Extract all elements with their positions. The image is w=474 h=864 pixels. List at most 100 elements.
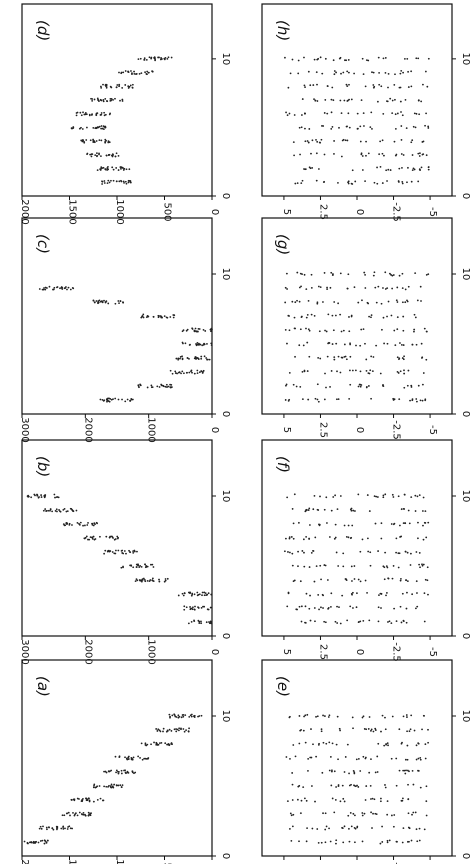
data-point bbox=[141, 315, 144, 317]
data-point bbox=[179, 357, 181, 360]
x-tick-label: 0 bbox=[460, 193, 471, 199]
data-point bbox=[424, 399, 427, 402]
data-point bbox=[88, 538, 91, 541]
data-point bbox=[383, 578, 386, 581]
data-point bbox=[424, 757, 427, 760]
data-point bbox=[402, 329, 405, 332]
data-point bbox=[367, 59, 370, 62]
data-point bbox=[350, 315, 353, 318]
data-point bbox=[51, 510, 54, 513]
data-point bbox=[360, 328, 363, 331]
data-point bbox=[396, 356, 399, 359]
data-point bbox=[93, 783, 96, 786]
data-point bbox=[146, 386, 149, 389]
data-point bbox=[211, 328, 213, 331]
data-point bbox=[368, 510, 371, 512]
data-point bbox=[78, 523, 81, 526]
data-point bbox=[403, 372, 406, 375]
data-point bbox=[286, 288, 288, 290]
data-point bbox=[303, 84, 306, 87]
data-point bbox=[110, 99, 113, 102]
data-point bbox=[356, 112, 359, 115]
data-point bbox=[348, 126, 351, 129]
data-point bbox=[183, 592, 186, 595]
data-point bbox=[169, 716, 171, 719]
data-point bbox=[395, 784, 398, 787]
data-point bbox=[321, 771, 324, 774]
data-point bbox=[204, 330, 207, 332]
data-point bbox=[373, 798, 376, 801]
data-point bbox=[40, 494, 43, 496]
data-point bbox=[333, 73, 336, 76]
data-point bbox=[292, 744, 295, 746]
data-point bbox=[110, 786, 113, 789]
data-point bbox=[367, 550, 370, 553]
data-point bbox=[372, 84, 375, 86]
data-point bbox=[395, 551, 397, 554]
data-point bbox=[138, 566, 141, 569]
data-point bbox=[150, 384, 153, 387]
data-point bbox=[316, 383, 319, 386]
data-point bbox=[174, 370, 177, 373]
data-point bbox=[308, 566, 311, 568]
data-point bbox=[374, 286, 377, 289]
data-point bbox=[135, 566, 138, 568]
data-point bbox=[375, 301, 378, 304]
x-tick-label: 0 bbox=[220, 193, 231, 199]
data-point bbox=[201, 594, 203, 597]
data-point bbox=[411, 769, 414, 772]
data-point bbox=[387, 86, 389, 89]
data-point bbox=[173, 714, 176, 717]
data-point bbox=[305, 840, 308, 843]
data-point bbox=[413, 328, 416, 331]
data-point bbox=[371, 827, 373, 829]
data-point bbox=[377, 742, 380, 745]
data-point bbox=[406, 716, 408, 718]
data-point bbox=[309, 524, 311, 526]
data-point bbox=[143, 757, 146, 760]
data-point bbox=[421, 728, 423, 731]
data-point bbox=[330, 98, 333, 101]
data-point bbox=[131, 771, 134, 774]
data-point bbox=[362, 755, 365, 758]
data-point bbox=[340, 112, 343, 115]
data-point bbox=[326, 522, 328, 524]
data-point bbox=[421, 563, 423, 566]
data-point bbox=[105, 100, 108, 102]
data-point bbox=[330, 370, 333, 372]
data-point bbox=[419, 756, 422, 759]
data-point bbox=[139, 579, 142, 582]
data-point bbox=[371, 797, 374, 800]
data-point bbox=[319, 564, 322, 567]
data-point bbox=[425, 785, 428, 788]
data-point bbox=[314, 800, 316, 803]
data-point bbox=[37, 496, 40, 499]
data-point bbox=[315, 179, 318, 182]
data-point bbox=[109, 550, 112, 552]
data-point bbox=[350, 509, 353, 512]
data-point bbox=[105, 300, 108, 302]
data-point bbox=[121, 398, 123, 401]
data-point bbox=[208, 358, 211, 361]
data-point bbox=[87, 811, 90, 814]
data-point bbox=[115, 167, 118, 169]
data-point bbox=[305, 316, 308, 319]
data-point bbox=[127, 755, 130, 758]
data-point bbox=[78, 798, 80, 800]
data-point bbox=[87, 797, 90, 800]
data-point bbox=[132, 566, 135, 569]
y-tick-label: -2.5 bbox=[391, 862, 402, 864]
data-point bbox=[359, 620, 362, 623]
data-point bbox=[406, 580, 409, 582]
data-point bbox=[132, 756, 135, 759]
data-point bbox=[353, 565, 356, 567]
panel-frame bbox=[21, 439, 213, 637]
data-point bbox=[99, 797, 102, 800]
data-point bbox=[427, 57, 430, 60]
data-point bbox=[383, 154, 385, 157]
data-point bbox=[191, 606, 194, 609]
data-point bbox=[101, 398, 104, 401]
data-point bbox=[380, 607, 382, 609]
